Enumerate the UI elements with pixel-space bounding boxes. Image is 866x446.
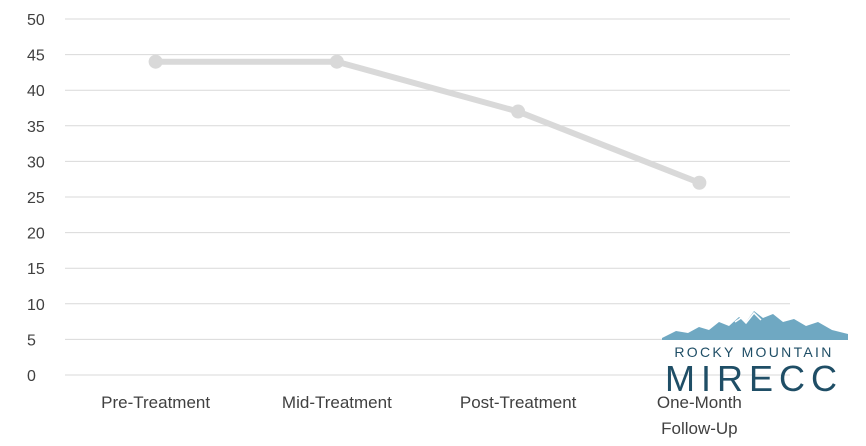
series-line [152,58,703,186]
series-layer [148,54,707,190]
data-point [329,54,344,69]
x-tick-label: Post-Treatment [460,393,577,412]
y-tick-label: 0 [27,368,36,385]
y-tick-label: 25 [27,190,45,207]
data-point [511,104,526,119]
data-point [692,175,707,190]
data-point [148,54,163,69]
gridlines [65,18,790,376]
y-tick-label: 30 [27,154,45,171]
logo-line2: MIRECC [665,358,843,399]
rocky-mountain-mirecc-logo: ROCKY MOUNTAIN MIRECC [662,311,848,399]
y-tick-label: 40 [27,83,45,100]
y-tick-label: 20 [27,226,45,243]
y-tick-label: 50 [27,12,45,29]
y-tick-label: 45 [27,48,45,65]
x-axis-ticks: Pre-Treatment Mid-Treatment Post-Treatment… [101,393,742,438]
y-tick-label: 35 [27,119,45,136]
y-tick-label: 15 [27,261,45,278]
mountain-snow-icon [734,311,762,325]
x-tick-label: One-Month Follow-Up [657,393,742,438]
x-tick-label: Pre-Treatment [101,393,210,412]
y-axis-ticks: 0 5 10 15 20 25 30 35 40 45 50 [27,12,45,385]
y-tick-label: 10 [27,297,45,314]
y-tick-label: 5 [27,332,36,349]
mountain-range-icon [662,311,848,340]
x-tick-label: Mid-Treatment [282,393,392,412]
logo-line1: ROCKY MOUNTAIN [674,344,833,360]
